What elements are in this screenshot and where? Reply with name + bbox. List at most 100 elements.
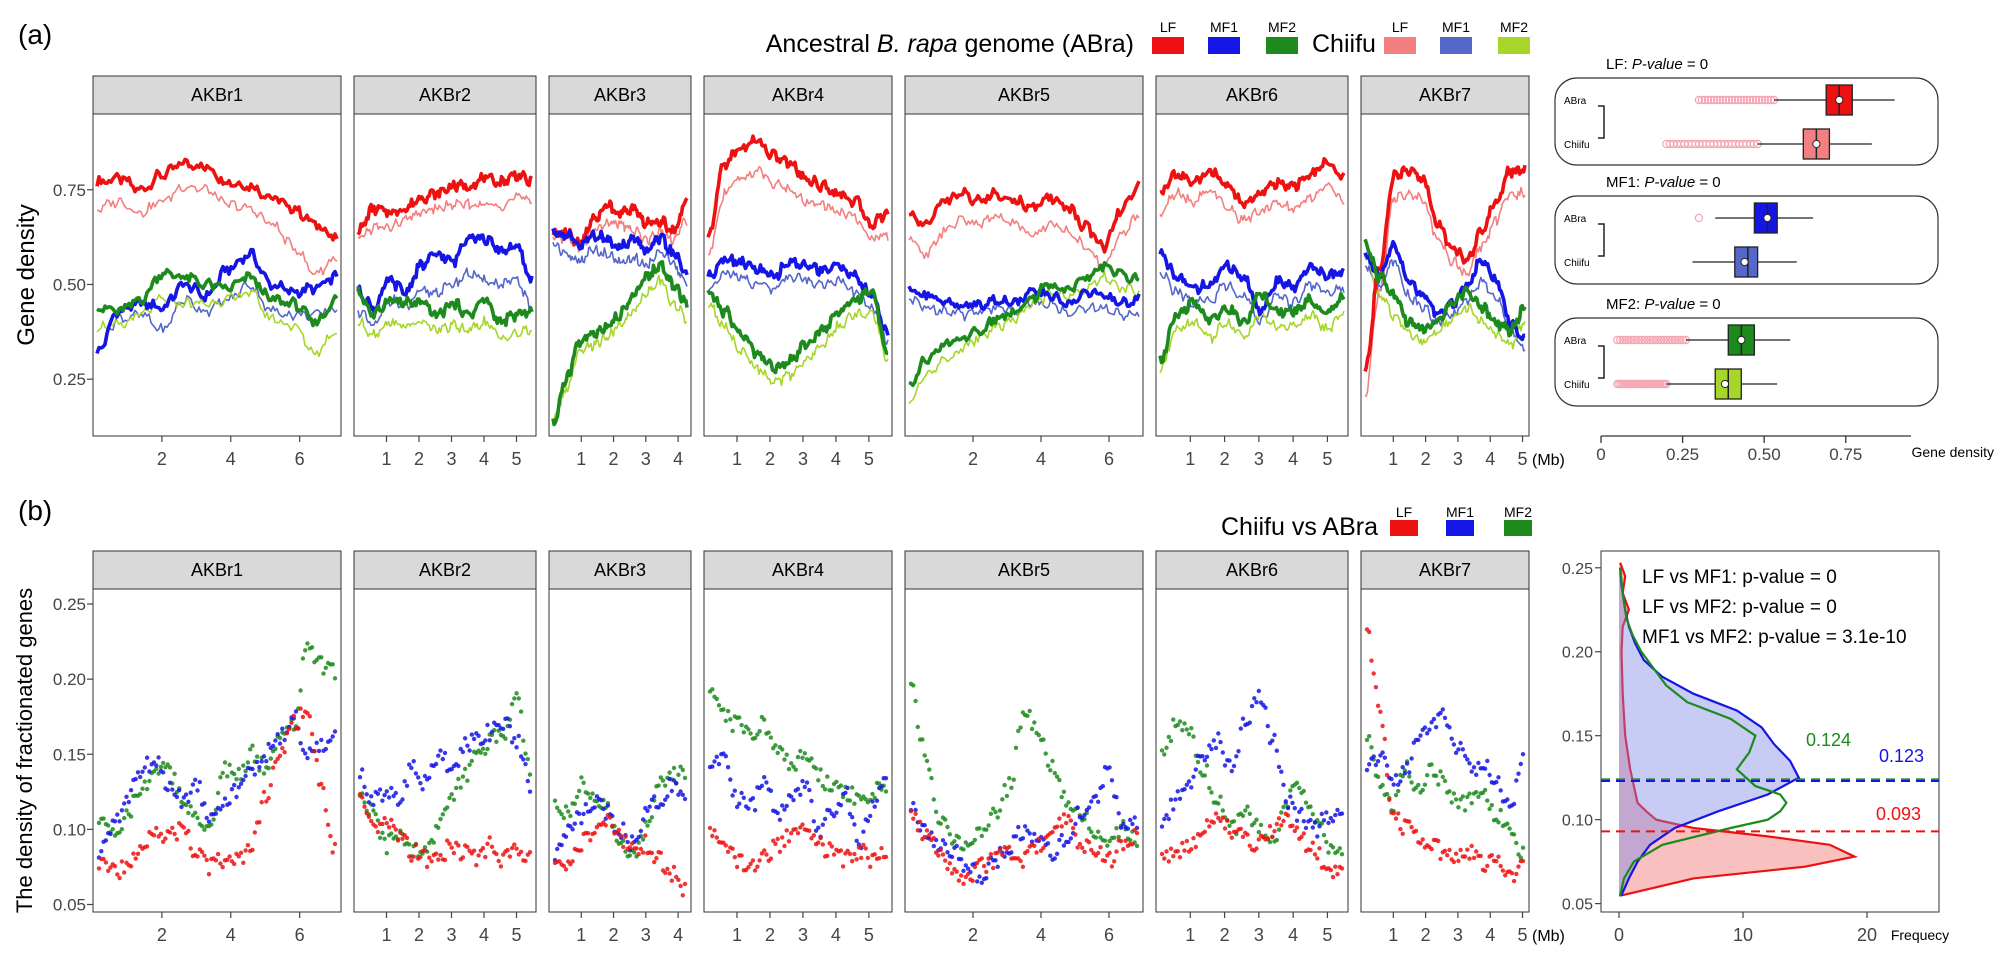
b-point-AKBr6-LF	[1229, 835, 1235, 840]
b-point-AKBr2-LF	[369, 818, 374, 824]
b-point-AKBr5-LF	[1121, 847, 1126, 852]
b-point-AKBr1-LF	[128, 864, 134, 869]
b-point-AKBr5-LF	[991, 865, 996, 871]
b-point-AKBr3-MF1	[625, 839, 630, 845]
b-point-AKBr5-MF1	[1016, 824, 1021, 830]
b-point-AKBr2-LF	[418, 854, 423, 860]
b-point-AKBr6-LF	[1270, 834, 1275, 839]
b-point-AKBr1-LF	[289, 720, 294, 725]
b-strip-AKBr7	[1360, 550, 1530, 590]
b-point-AKBr5-LF	[1007, 844, 1012, 850]
b-point-AKBr5-MF2	[1096, 829, 1101, 834]
box-group-label: ABra	[1564, 96, 1587, 107]
b-point-AKBr4-MF2	[748, 731, 753, 736]
b-point-AKBr5-MF2	[995, 815, 1000, 820]
b-point-AKBr4-LF	[854, 857, 859, 862]
b-point-AKBr7-MF1	[1425, 731, 1430, 736]
b-point-AKBr4-MF2	[816, 778, 821, 783]
b-point-AKBr3-MF1	[592, 805, 597, 810]
density-xtick-label: 0	[1614, 925, 1624, 945]
b-point-AKBr5-MF1	[1100, 784, 1106, 789]
b-point-AKBr7-MF1	[1460, 747, 1466, 752]
b-point-AKBr1-MF1	[252, 772, 257, 777]
b-point-AKBr5-LF	[947, 861, 952, 866]
b-point-AKBr7-LF	[1478, 853, 1483, 859]
legend-b-label-MF2: MF2	[1504, 504, 1532, 520]
b-point-AKBr6-MF1	[1204, 754, 1210, 759]
b-point-AKBr6-MF1	[1252, 696, 1257, 701]
b-point-AKBr6-MF1	[1274, 748, 1280, 753]
b-point-AKBr4-MF2	[721, 707, 726, 712]
b-point-AKBr6-MF1	[1279, 769, 1284, 774]
b-point-AKBr2-MF2	[373, 812, 378, 817]
b-point-AKBr1-LF	[204, 857, 209, 863]
b-point-AKBr3-MF1	[674, 781, 679, 786]
b-point-AKBr6-MF1	[1202, 758, 1208, 763]
b-point-AKBr2-MF1	[467, 748, 472, 753]
box-outlier	[1624, 335, 1633, 345]
a-ytick-label: 0.50	[53, 275, 86, 294]
b-point-AKBr6-MF1	[1254, 700, 1259, 705]
b-point-AKBr1-LF	[172, 831, 177, 837]
b-point-AKBr1-MF2	[243, 769, 248, 774]
b-point-AKBr6-LF	[1310, 840, 1316, 845]
b-point-AKBr2-MF1	[409, 765, 414, 771]
a-line-AKBr4-MF1	[706, 253, 890, 336]
b-point-AKBr1-LF	[174, 837, 180, 842]
b-point-AKBr1-MF1	[133, 776, 138, 782]
b-point-AKBr4-MF1	[732, 788, 737, 793]
b-point-AKBr3-LF	[678, 883, 683, 889]
b-point-AKBr4-MF1	[734, 804, 740, 810]
b-point-AKBr5-MF1	[1116, 811, 1121, 816]
b-point-AKBr6-MF2	[1276, 827, 1282, 832]
box-bracket	[1598, 223, 1605, 257]
b-point-AKBr5-MF1	[1096, 799, 1101, 804]
b-point-AKBr1-LF	[280, 746, 285, 751]
b-point-AKBr4-MF1	[872, 804, 877, 809]
a-xtick-label: 3	[798, 449, 808, 469]
b-point-AKBr1-MF2	[303, 648, 308, 653]
b-point-AKBr3-LF	[638, 846, 644, 852]
b-point-AKBr1-MF2	[119, 827, 125, 832]
b-point-AKBr6-MF1	[1164, 813, 1169, 818]
b-point-AKBr4-MF1	[789, 794, 794, 799]
b-point-AKBr1-MF1	[241, 777, 246, 783]
b-point-AKBr2-MF1	[523, 761, 528, 767]
b-point-AKBr7-MF1	[1465, 757, 1470, 762]
legend-a-chiifu-key-MF2	[1498, 37, 1530, 54]
b-point-AKBr7-MF1	[1400, 765, 1405, 770]
b-point-AKBr3-MF1	[645, 808, 650, 813]
b-point-AKBr4-MF2	[870, 791, 875, 797]
b-point-AKBr4-MF1	[831, 814, 837, 819]
b-point-AKBr4-MF2	[775, 750, 780, 756]
b-xtick-label: 1	[576, 925, 586, 945]
b-point-AKBr6-LF	[1204, 818, 1210, 823]
b-point-AKBr7-LF	[1458, 847, 1463, 853]
b-point-AKBr2-MF1	[442, 750, 448, 756]
b-point-AKBr7-MF1	[1511, 801, 1517, 807]
b-point-AKBr3-MF1	[682, 796, 688, 802]
b-point-AKBr4-MF2	[809, 756, 814, 761]
b-point-AKBr3-LF	[636, 852, 641, 857]
b-point-AKBr2-MF1	[369, 794, 374, 799]
b-point-AKBr4-MF1	[820, 822, 825, 827]
legend-b-key-MF1	[1446, 520, 1474, 536]
b-point-AKBr6-MF1	[1247, 720, 1253, 725]
b-point-AKBr7-MF2	[1449, 800, 1454, 805]
b-point-AKBr1-LF	[202, 853, 207, 858]
b-point-AKBr6-MF2	[1324, 839, 1329, 845]
b-point-AKBr6-MF1	[1240, 716, 1246, 721]
a-line-AKBr7-MF2	[1363, 238, 1527, 338]
b-point-AKBr7-MF1	[1391, 782, 1396, 787]
b-point-AKBr1-MF1	[112, 819, 118, 824]
b-point-AKBr1-LF	[250, 847, 255, 853]
b-point-AKBr7-MF2	[1482, 787, 1488, 793]
b-point-AKBr1-MF2	[232, 771, 237, 777]
b-point-AKBr1-MF1	[319, 737, 324, 743]
b-point-AKBr2-MF1	[438, 748, 443, 753]
b-point-AKBr1-MF1	[314, 740, 319, 745]
b-point-AKBr1-MF2	[332, 676, 338, 681]
b-point-AKBr5-LF	[1109, 864, 1115, 869]
a-ylabel: Gene density	[13, 204, 40, 345]
b-point-AKBr2-LF	[494, 851, 499, 857]
